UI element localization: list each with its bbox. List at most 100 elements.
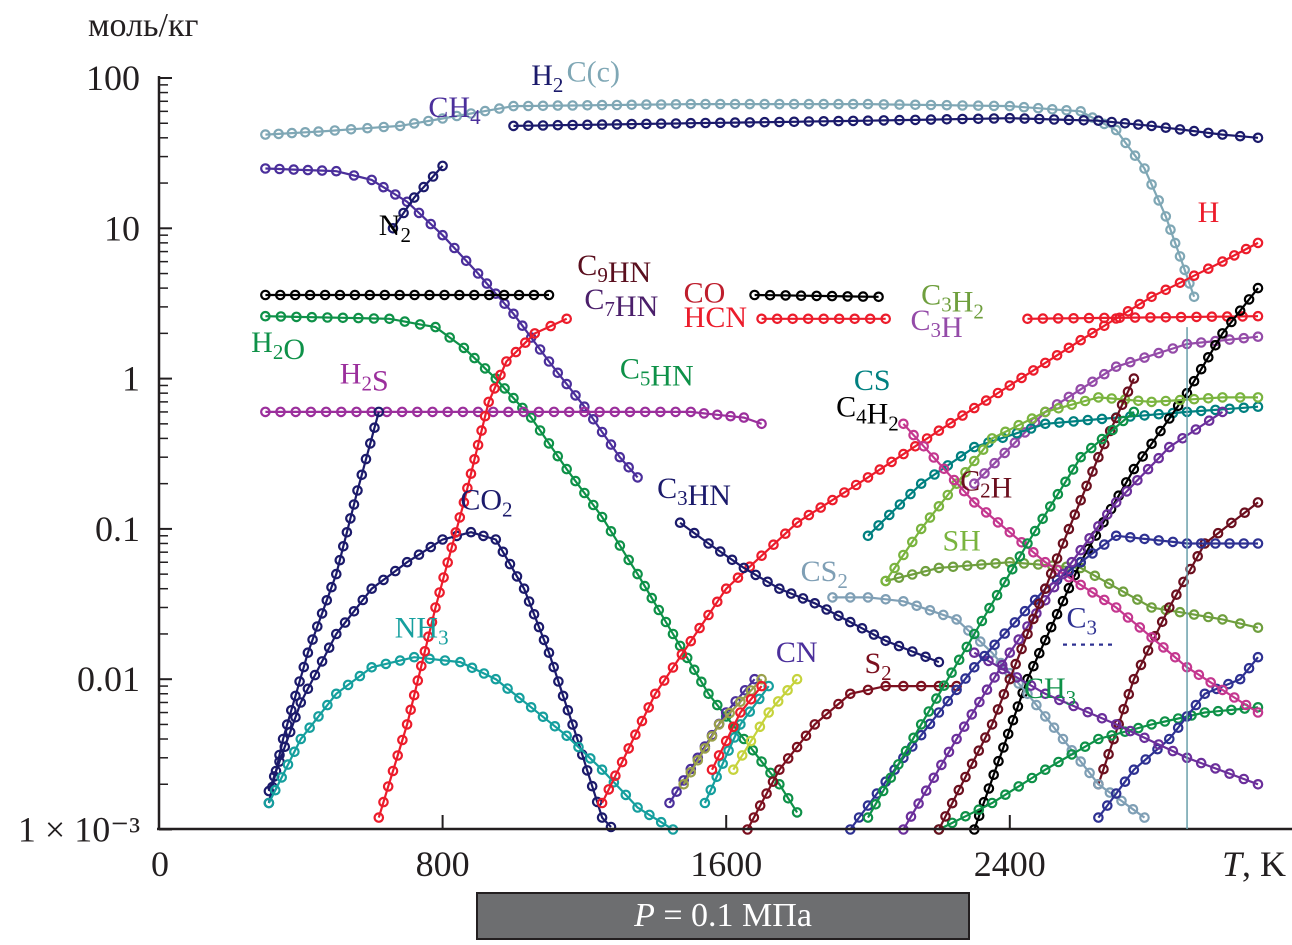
data-marker bbox=[309, 669, 321, 681]
data-marker bbox=[567, 719, 578, 730]
data-marker bbox=[1051, 608, 1063, 620]
data-marker bbox=[1028, 613, 1039, 625]
series-label: C5HN bbox=[620, 353, 694, 393]
data-marker bbox=[335, 406, 347, 418]
data-marker bbox=[714, 117, 726, 129]
data-marker bbox=[596, 426, 608, 438]
data-marker bbox=[1139, 812, 1150, 823]
data-marker bbox=[543, 356, 555, 367]
data-marker bbox=[1160, 284, 1172, 296]
data-marker bbox=[511, 571, 523, 582]
data-marker bbox=[1188, 291, 1200, 303]
data-marker bbox=[419, 645, 431, 657]
data-marker bbox=[658, 675, 670, 686]
series-label: S2 bbox=[864, 647, 891, 685]
data-marker bbox=[800, 730, 812, 742]
data-marker bbox=[844, 616, 856, 628]
data-marker bbox=[931, 693, 942, 704]
data-marker bbox=[552, 100, 564, 111]
data-marker bbox=[880, 313, 891, 325]
data-marker bbox=[1110, 361, 1122, 372]
data-marker bbox=[552, 450, 564, 462]
data-marker bbox=[953, 784, 965, 796]
series-label: CN bbox=[776, 636, 818, 669]
data-marker bbox=[791, 517, 803, 528]
data-marker bbox=[561, 463, 572, 475]
series-label: C9HN bbox=[577, 249, 651, 289]
data-marker bbox=[937, 609, 949, 621]
data-marker bbox=[1040, 688, 1051, 700]
data-marker bbox=[460, 255, 472, 267]
data-marker bbox=[968, 402, 980, 414]
data-marker bbox=[906, 646, 918, 657]
data-marker bbox=[893, 640, 905, 652]
data-marker bbox=[1034, 647, 1045, 659]
data-marker bbox=[880, 680, 891, 692]
data-marker bbox=[649, 688, 661, 700]
data-marker bbox=[911, 600, 922, 612]
data-marker bbox=[670, 118, 682, 129]
data-marker bbox=[1045, 568, 1057, 579]
data-marker bbox=[1117, 415, 1129, 427]
data-marker bbox=[398, 207, 409, 219]
data-marker bbox=[809, 597, 821, 609]
data-marker bbox=[489, 383, 500, 394]
data-marker bbox=[983, 783, 995, 794]
data-marker bbox=[951, 614, 962, 625]
data-marker bbox=[1167, 745, 1179, 757]
data-marker bbox=[729, 117, 741, 128]
data-marker bbox=[745, 693, 757, 705]
data-marker bbox=[1096, 712, 1108, 724]
data-marker bbox=[641, 99, 652, 110]
data-marker bbox=[1134, 298, 1146, 310]
data-marker bbox=[1093, 778, 1104, 790]
data-marker bbox=[1171, 589, 1182, 600]
data-marker bbox=[291, 311, 302, 323]
data-marker bbox=[992, 517, 1004, 528]
data-marker bbox=[313, 711, 324, 722]
x-axis-label-var: T bbox=[1222, 844, 1245, 884]
data-marker bbox=[984, 602, 995, 614]
data-marker bbox=[586, 780, 598, 792]
series-C₃ bbox=[1093, 651, 1264, 823]
data-marker bbox=[1120, 137, 1131, 149]
series-HCN-flat2 bbox=[1022, 310, 1264, 325]
data-marker bbox=[756, 550, 767, 561]
series-label: CS2 bbox=[801, 555, 848, 593]
data-marker bbox=[1045, 621, 1057, 633]
series-line bbox=[265, 167, 639, 479]
data-marker bbox=[968, 478, 980, 489]
data-marker bbox=[998, 742, 1009, 753]
data-marker bbox=[423, 115, 434, 127]
data-marker bbox=[727, 764, 739, 775]
data-marker bbox=[1096, 433, 1108, 445]
data-marker bbox=[703, 609, 714, 621]
data-marker bbox=[1127, 803, 1139, 815]
data-marker bbox=[1068, 700, 1079, 712]
data-marker bbox=[275, 311, 287, 322]
series-line bbox=[377, 317, 568, 818]
data-marker bbox=[437, 113, 448, 124]
data-marker bbox=[567, 119, 578, 131]
data-marker bbox=[821, 604, 832, 615]
data-marker bbox=[771, 313, 783, 325]
data-marker bbox=[1224, 334, 1235, 345]
data-marker bbox=[411, 406, 423, 418]
data-marker bbox=[1195, 405, 1207, 417]
data-marker bbox=[596, 797, 608, 809]
data-marker bbox=[711, 771, 722, 783]
data-marker bbox=[354, 670, 366, 682]
data-marker bbox=[1013, 634, 1024, 645]
data-marker bbox=[729, 732, 740, 743]
data-marker bbox=[478, 668, 490, 679]
data-marker bbox=[1040, 556, 1051, 568]
data-marker bbox=[557, 690, 569, 702]
data-marker bbox=[968, 455, 980, 467]
data-marker bbox=[353, 312, 364, 324]
data-marker bbox=[671, 786, 682, 797]
data-marker bbox=[529, 328, 541, 339]
data-marker bbox=[1087, 587, 1098, 598]
data-marker bbox=[1103, 748, 1114, 760]
data-marker bbox=[387, 765, 399, 777]
